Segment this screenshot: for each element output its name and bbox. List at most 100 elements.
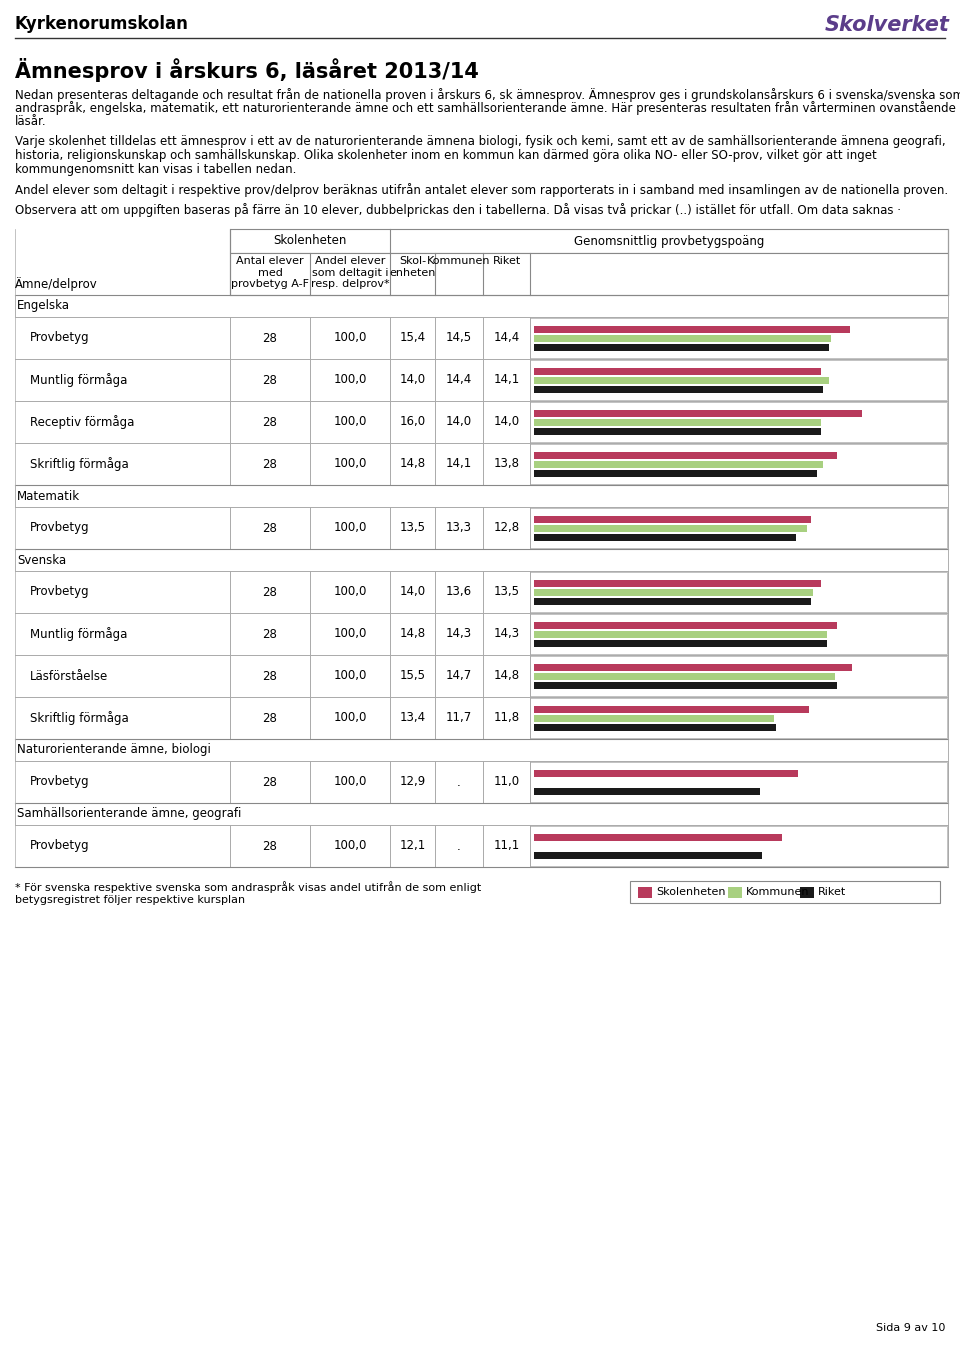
Bar [638,886,652,897]
Text: 14,8: 14,8 [399,458,425,470]
Text: 11,7: 11,7 [445,712,472,724]
Text: 13,5: 13,5 [493,585,519,598]
Text: Receptiv förmåga: Receptiv förmåga [30,415,134,430]
Text: 13,6: 13,6 [446,585,472,598]
Text: 28: 28 [263,585,277,598]
Bar [534,631,828,638]
Bar [230,253,948,295]
Text: 14,1: 14,1 [445,458,472,470]
Text: 100,0: 100,0 [333,712,367,724]
Bar [534,326,850,332]
Bar [534,367,821,374]
Bar [530,508,947,549]
Text: 13,5: 13,5 [399,521,425,535]
Bar [534,715,774,721]
Bar [534,639,828,647]
Bar [530,444,947,484]
Text: 13,4: 13,4 [399,712,425,724]
Text: 14,0: 14,0 [493,416,519,428]
Bar [630,881,940,902]
Text: Riket: Riket [818,888,847,897]
Bar [534,385,823,393]
Bar [530,698,947,738]
Bar [534,788,759,794]
Text: Nedan presenteras deltagande och resultat från de nationella proven i årskurs 6,: Nedan presenteras deltagande och resulta… [15,88,960,101]
Text: 28: 28 [263,373,277,386]
Text: Antal elever
med
provbetyg A-F: Antal elever med provbetyg A-F [231,255,309,289]
Bar [534,597,811,604]
Text: 12,9: 12,9 [399,775,425,789]
Text: 100,0: 100,0 [333,585,367,598]
Bar [534,451,837,458]
Bar [534,534,797,540]
Text: .: . [457,839,461,852]
Bar [534,516,811,523]
Text: Provbetyg: Provbetyg [30,521,89,535]
Bar [801,886,814,897]
Text: 14,0: 14,0 [399,373,425,386]
Bar [534,621,837,628]
Text: 28: 28 [263,331,277,345]
Bar [534,851,761,858]
Text: 28: 28 [263,416,277,428]
Bar [530,613,947,654]
Text: 28: 28 [263,670,277,682]
Text: 14,8: 14,8 [493,670,519,682]
Text: 100,0: 100,0 [333,416,367,428]
Text: 100,0: 100,0 [333,373,367,386]
Text: Skolenheten: Skolenheten [656,888,726,897]
Bar [530,317,947,358]
Bar [534,673,835,680]
Bar [534,663,852,670]
Text: Andel elever som deltagit i respektive prov/delprov beräknas utifrån antalet ele: Andel elever som deltagit i respektive p… [15,182,948,197]
Text: Engelska: Engelska [17,300,70,312]
Text: 11,0: 11,0 [493,775,519,789]
Text: Naturorienterande ämne, biologi: Naturorienterande ämne, biologi [17,743,211,757]
Text: kommungenomsnitt kan visas i tabellen nedan.: kommungenomsnitt kan visas i tabellen ne… [15,162,297,176]
Text: 100,0: 100,0 [333,458,367,470]
Bar [530,762,947,802]
Text: 14,7: 14,7 [445,670,472,682]
Text: 16,0: 16,0 [399,416,425,428]
Bar [534,705,808,712]
Text: 100,0: 100,0 [333,670,367,682]
Bar [534,461,823,467]
Text: 28: 28 [263,458,277,470]
Text: 100,0: 100,0 [333,775,367,789]
Text: Genomsnittlig provbetygspoäng: Genomsnittlig provbetygspoäng [574,235,764,247]
Text: Skolenheten: Skolenheten [274,235,347,247]
Text: 28: 28 [263,627,277,640]
Text: 14,4: 14,4 [493,331,519,345]
Bar [230,230,948,253]
Bar [728,886,742,897]
Text: 100,0: 100,0 [333,839,367,852]
Bar [534,419,821,426]
Text: Kommunen: Kommunen [427,255,491,266]
Text: 14,1: 14,1 [493,373,519,386]
Text: Ämnesprov i årskurs 6, läsåret 2013/14: Ämnesprov i årskurs 6, läsåret 2013/14 [15,58,479,82]
Bar [534,343,829,350]
Bar [534,524,806,531]
Text: Läsförståelse: Läsförståelse [30,670,108,682]
Text: Kyrkenorumskolan: Kyrkenorumskolan [15,15,189,32]
Text: Skolverket: Skolverket [826,15,950,35]
Text: * För svenska respektive svenska som andraspråk visas andel utifrån de som enlig: * För svenska respektive svenska som and… [15,881,481,893]
Bar [530,359,947,400]
Text: Matematik: Matematik [17,489,80,503]
Text: andraspråk, engelska, matematik, ett naturorienterande ämne och ett samhällsorie: andraspråk, engelska, matematik, ett nat… [15,101,956,115]
Text: historia, religionskunskap och samhällskunskap. Olika skolenheter inom en kommun: historia, religionskunskap och samhällsk… [15,149,876,162]
Text: 12,1: 12,1 [399,839,425,852]
Text: 15,5: 15,5 [399,670,425,682]
Text: Svenska: Svenska [17,554,66,566]
Bar [534,834,782,840]
Text: 13,8: 13,8 [493,458,519,470]
Text: 15,4: 15,4 [399,331,425,345]
Bar [534,681,837,689]
Text: 13,3: 13,3 [446,521,472,535]
Text: Provbetyg: Provbetyg [30,331,89,345]
Text: 100,0: 100,0 [333,627,367,640]
Bar [534,770,799,777]
Bar [534,409,862,416]
Text: läsår.: läsår. [15,115,47,128]
Text: 14,0: 14,0 [446,416,472,428]
